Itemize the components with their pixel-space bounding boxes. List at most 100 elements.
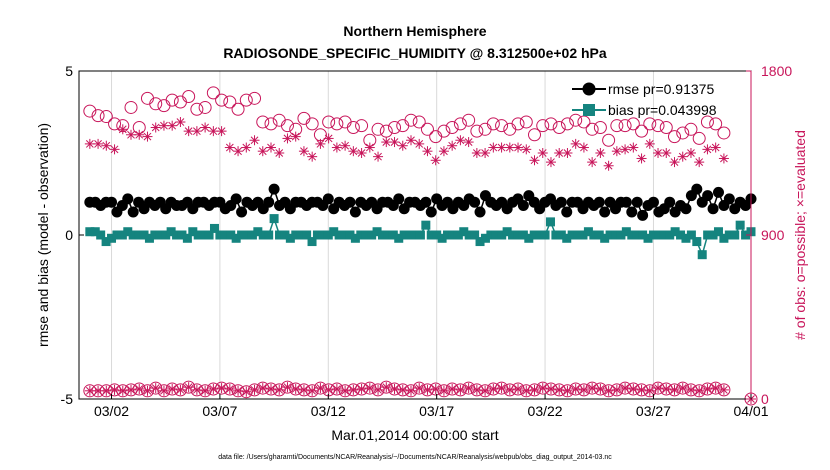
- rmse-point: [322, 193, 334, 205]
- obs-evaluated-point: [644, 138, 655, 149]
- obs-evaluated-low-point: [364, 383, 375, 394]
- bias-point: [567, 230, 577, 240]
- obs-evaluated-point-stroke: [431, 156, 440, 165]
- rmse-point: [599, 206, 611, 218]
- obs-evaluated-point: [216, 126, 227, 137]
- bias-point: [470, 230, 480, 240]
- obs-evaluated-low-point: [661, 383, 672, 394]
- obs-evaluated-point: [636, 153, 647, 164]
- rmse-point: [425, 206, 437, 218]
- obs-evaluated-low-point: [340, 385, 351, 396]
- rmse-point: [680, 203, 692, 215]
- obs-evaluated-point-stroke: [118, 125, 127, 134]
- obs-evaluated-low-point: [578, 384, 589, 395]
- obs-possible-point: [692, 131, 706, 145]
- obs-evaluated-point: [587, 157, 598, 168]
- obs-possible-point: [396, 119, 410, 133]
- bias-point: [529, 230, 539, 240]
- obs-evaluated-point: [117, 124, 128, 135]
- bias-point: [692, 237, 702, 247]
- obs-evaluated-point: [101, 140, 112, 151]
- obs-evaluated-point-stroke: [472, 149, 481, 157]
- bias-point: [161, 230, 171, 240]
- bias-point: [96, 230, 106, 240]
- obs-evaluated-low-point-stroke: [711, 384, 720, 392]
- obs-evaluated-low-point-stroke: [563, 386, 572, 395]
- y-axis-label: rmse and bias (model - observation): [35, 123, 51, 347]
- bias-point: [258, 230, 268, 240]
- obs-evaluated-low-point: [694, 385, 705, 396]
- obs-evaluated-point: [545, 157, 556, 168]
- obs-evaluated-low-point-stroke: [258, 384, 267, 392]
- obs-evaluated-low-point: [562, 385, 573, 396]
- bias-point: [562, 233, 572, 243]
- obs-evaluated-point-stroke: [538, 149, 547, 157]
- obs-evaluated-point-stroke: [365, 143, 374, 152]
- bias-point: [312, 230, 322, 240]
- obs-evaluated-low-point-stroke: [283, 383, 292, 392]
- obs-evaluated-point-stroke: [250, 136, 259, 145]
- bias-point: [741, 230, 751, 240]
- obs-evaluated-low-point-stroke: [176, 386, 185, 394]
- obs-evaluated-point: [620, 144, 631, 155]
- obs-evaluated-low-point: [603, 385, 614, 396]
- obs-evaluated-point-stroke: [275, 149, 284, 157]
- obs-evaluated-point: [134, 129, 145, 140]
- obs-evaluated-low-point: [447, 383, 458, 394]
- obs-evaluated-point-stroke: [654, 149, 662, 157]
- obs-evaluated-low-point: [307, 385, 318, 396]
- obs-evaluated-low-point: [595, 383, 606, 394]
- x-tick-label: 03/02: [94, 403, 129, 419]
- obs-evaluated-point: [356, 148, 367, 158]
- obs-evaluated-low-point-stroke: [415, 384, 424, 392]
- x-tick-label: 03/22: [528, 403, 563, 419]
- obs-evaluated-point: [710, 142, 721, 153]
- obs-evaluated-low-point-stroke: [217, 384, 226, 392]
- obs-possible-point: [544, 117, 558, 131]
- bias-point: [426, 230, 436, 240]
- obs-evaluated-low-point: [636, 384, 647, 395]
- obs-evaluated-low-point: [504, 384, 515, 395]
- obs-evaluated-point-stroke: [563, 149, 572, 157]
- obs-evaluated-point: [257, 146, 268, 157]
- obs-evaluated-point: [109, 144, 120, 155]
- obs-evaluated-point-stroke: [374, 152, 382, 161]
- obs-evaluated-low-point-stroke: [604, 386, 613, 395]
- bias-point: [101, 237, 111, 247]
- bias-point: [372, 227, 382, 237]
- obs-evaluated-low-point-stroke: [160, 386, 168, 395]
- obs-possible-point: [239, 93, 253, 107]
- rmse-point: [712, 186, 724, 198]
- obs-evaluated-point-stroke: [341, 141, 349, 150]
- obs-possible-point: [182, 90, 196, 104]
- obs-evaluated-point: [348, 146, 359, 157]
- bias-point: [307, 237, 317, 247]
- bias-point: [275, 230, 285, 240]
- y2-tick-label: 900: [761, 227, 785, 243]
- obs-evaluated-low-point-stroke: [440, 386, 448, 395]
- footnote: data file: /Users/gharamti/Documents/NCA…: [218, 454, 612, 461]
- obs-evaluated-low-point: [224, 383, 235, 394]
- obs-possible-point: [280, 119, 294, 133]
- obs-evaluated-point-stroke: [300, 147, 308, 156]
- obs-evaluated-low-point-stroke: [407, 386, 415, 395]
- bias-point: [453, 230, 463, 240]
- obs-evaluated-point-stroke: [398, 141, 407, 150]
- obs-evaluated-point-stroke: [102, 141, 111, 150]
- obs-evaluated-point: [702, 144, 713, 155]
- obs-evaluated-low-point-stroke: [193, 386, 201, 394]
- obs-evaluated-low-point-stroke: [588, 384, 597, 392]
- obs-possible-point: [198, 100, 212, 114]
- obs-evaluated-point: [570, 138, 581, 149]
- rmse-point: [593, 196, 605, 208]
- obs-evaluated-low-point-stroke: [102, 386, 111, 395]
- bias-point: [551, 230, 561, 240]
- obs-possible-point: [108, 117, 122, 131]
- obs-evaluated-point-stroke: [267, 143, 275, 152]
- bias-point: [177, 230, 187, 240]
- bias-point: [399, 230, 409, 240]
- obs-evaluated-low-point-stroke: [94, 386, 102, 395]
- chart-title: Northern Hemisphere: [343, 23, 486, 39]
- obs-evaluated-low-point: [117, 385, 128, 396]
- obs-evaluated-low-point: [331, 383, 342, 394]
